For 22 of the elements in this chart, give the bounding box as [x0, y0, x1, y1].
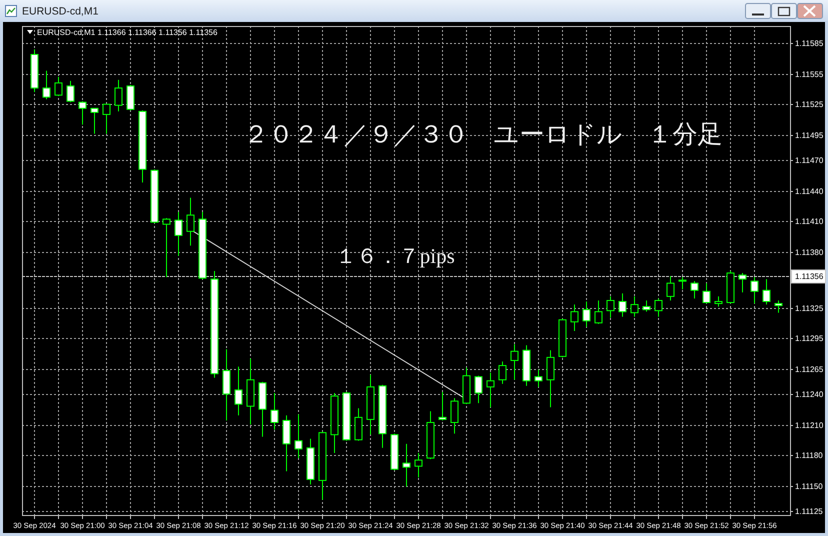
y-tick-label: 1.11325	[795, 304, 824, 313]
title: EURUSD-cd,M1	[22, 6, 98, 18]
y-tick-label: 1.11525	[795, 100, 824, 109]
y-tick-label: 1.11125	[795, 507, 823, 516]
y-tick-label: 1.11180	[795, 451, 823, 460]
ref-label: 1.11356	[791, 270, 826, 284]
y-tick-label: 1.11150	[795, 482, 823, 491]
y-tick-label: 1.11495	[795, 131, 824, 140]
ref-line-label: 1.11356	[795, 272, 824, 281]
y-tick-label: 1.11470	[795, 156, 824, 165]
annotation: ２０２４／９／３０ ユーロドル １分足	[243, 122, 722, 149]
y-tick-label: 1.11380	[795, 248, 824, 257]
y-tick-label: 1.11440	[795, 187, 824, 196]
y-tick-label: 1.11410	[795, 217, 824, 226]
y-tick-label: 1.11265	[795, 365, 824, 374]
y-tick-label: 1.11555	[795, 70, 824, 79]
y-tick-label: 1.11585	[795, 39, 824, 48]
annotation: １６．７pips	[336, 244, 455, 268]
y-tick-label: 1.11295	[795, 334, 824, 343]
y-tick-label: 1.11210	[795, 421, 824, 430]
subtitle: EURUSD-cd.M1 1.11366 1.11366 1.11356 1.11356	[37, 28, 218, 37]
y-tick-label: 1.11240	[795, 390, 824, 399]
